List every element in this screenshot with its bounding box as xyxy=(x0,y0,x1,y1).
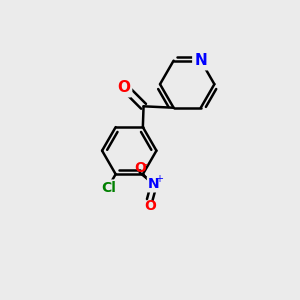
Text: N: N xyxy=(148,177,160,191)
Text: +: + xyxy=(155,174,163,184)
Text: O: O xyxy=(144,199,156,213)
Text: O: O xyxy=(134,161,146,176)
Text: O: O xyxy=(117,80,130,95)
Text: Cl: Cl xyxy=(101,181,116,195)
Text: -: - xyxy=(143,159,147,169)
Text: N: N xyxy=(194,53,207,68)
